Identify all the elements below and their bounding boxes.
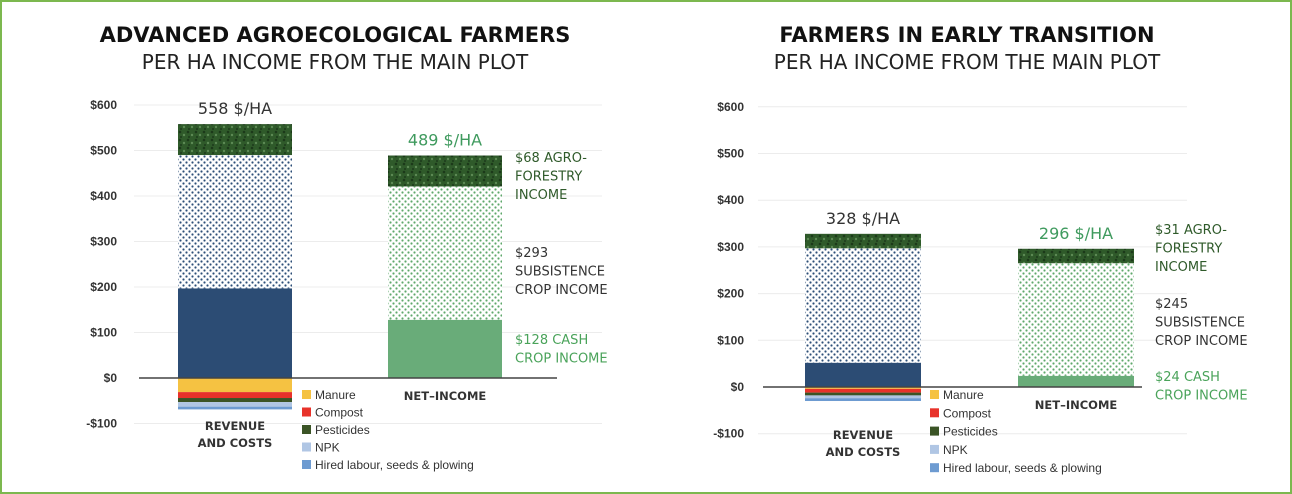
cost-pesticides-bar — [178, 398, 292, 403]
x-label-revenue: AND COSTS — [826, 445, 901, 459]
annotation-cash: CROP INCOME — [515, 352, 608, 367]
annotation-cash: $128 CASH — [515, 333, 588, 348]
chart-subtitle: PER HA INCOME FROM THE MAIN PLOT — [142, 50, 529, 74]
y-tick-label: $300 — [717, 240, 744, 254]
cost-compost-bar — [178, 392, 292, 399]
x-label-net: NET–INCOME — [404, 389, 487, 403]
annotation-subs: SUBSISTENCE — [1155, 316, 1245, 331]
net-total-label: 489 $/HA — [408, 131, 482, 150]
chart-subtitle: PER HA INCOME FROM THE MAIN PLOT — [774, 50, 1161, 74]
legend-label: Compost — [315, 406, 364, 420]
legend-label: Hired labour, seeds & plowing — [315, 458, 474, 472]
x-label-revenue: REVENUE — [205, 419, 265, 433]
net-total-label: 296 $/HA — [1039, 224, 1113, 243]
rev-subsistence-bar — [178, 155, 292, 289]
legend-label: Pesticides — [943, 425, 998, 439]
rev-subsistence-bar — [805, 248, 921, 363]
rev-cash-bar — [805, 362, 921, 387]
annotation-subs: CROP INCOME — [515, 283, 608, 298]
legend-swatch-manure — [930, 390, 939, 399]
annotation-agro: INCOME — [1155, 260, 1207, 275]
revenue-total-label: 328 $/HA — [826, 209, 900, 228]
net-cash-bar — [1018, 375, 1134, 387]
cost-compost-bar — [805, 388, 921, 393]
legend-swatch-hired — [930, 463, 939, 473]
cost-hired-bar — [178, 406, 292, 410]
y-tick-label: $100 — [90, 326, 117, 340]
legend-swatch-npk — [930, 444, 939, 454]
annotation-cash: CROP INCOME — [1155, 389, 1248, 404]
legend-swatch-pesticides — [302, 425, 311, 434]
y-tick-label: $0 — [104, 371, 118, 385]
chart-title: ADVANCED AGROECOLOGICAL FARMERS — [100, 23, 571, 47]
legend-swatch-hired — [302, 460, 311, 469]
legend-swatch-pesticides — [930, 426, 939, 436]
y-tick-label: $600 — [717, 100, 744, 114]
annotation-agro: $68 AGRO- — [515, 151, 587, 166]
legend-label: Manure — [315, 388, 356, 402]
legend-swatch-npk — [302, 442, 311, 452]
legend-label: NPK — [943, 443, 968, 457]
legend-label: Manure — [943, 388, 984, 402]
cost-npk-bar — [805, 395, 921, 399]
annotation-agro: INCOME — [515, 188, 567, 203]
x-label-revenue: REVENUE — [833, 428, 893, 442]
annotation-subs: $245 — [1155, 297, 1188, 312]
y-tick-label: $500 — [717, 147, 744, 161]
y-tick-label: $300 — [90, 235, 117, 249]
net-agroforestry-bar — [388, 155, 502, 187]
y-tick-label: -$100 — [713, 427, 744, 441]
x-label-net: NET–INCOME — [1035, 398, 1118, 412]
net-cash-bar — [388, 319, 502, 378]
cost-manure-bar — [178, 378, 292, 393]
legend-label: Hired labour, seeds & plowing — [943, 461, 1102, 475]
annotation-subs: CROP INCOME — [1155, 334, 1248, 349]
annotation-agro: FORESTRY — [515, 170, 582, 185]
x-label-revenue: AND COSTS — [198, 436, 273, 450]
legend-label: Pesticides — [315, 423, 370, 437]
legend-swatch-manure — [302, 390, 311, 399]
annotation-cash: $24 CASH — [1155, 370, 1220, 385]
rev-agroforestry-bar — [805, 233, 921, 249]
y-tick-label: $500 — [90, 144, 117, 158]
rev-agroforestry-bar — [178, 124, 292, 156]
rev-cash-bar — [178, 288, 292, 378]
y-tick-label: $0 — [731, 380, 745, 394]
y-tick-label: $200 — [717, 287, 744, 301]
legend-swatch-compost — [302, 407, 311, 417]
y-tick-label: $400 — [717, 193, 744, 207]
y-tick-label: -$100 — [86, 417, 117, 431]
y-tick-label: $400 — [90, 189, 117, 203]
revenue-total-label: 558 $/HA — [198, 99, 272, 118]
annotation-subs: SUBSISTENCE — [515, 265, 605, 280]
net-subsistence-bar — [1018, 263, 1134, 376]
net-agroforestry-bar — [1018, 248, 1134, 264]
y-tick-label: $600 — [90, 98, 117, 112]
net-subsistence-bar — [388, 186, 502, 320]
chart-title: FARMERS IN EARLY TRANSITION — [779, 23, 1154, 47]
annotation-agro: FORESTRY — [1155, 242, 1222, 257]
cost-hired-bar — [805, 398, 921, 402]
annotation-subs: $293 — [515, 246, 548, 261]
legend-label: Compost — [943, 406, 992, 420]
cost-manure-bar — [805, 387, 921, 389]
y-tick-label: $200 — [90, 280, 117, 294]
cost-pesticides-bar — [805, 392, 921, 396]
annotation-agro: $31 AGRO- — [1155, 223, 1227, 238]
cost-npk-bar — [178, 402, 292, 407]
legend-swatch-compost — [930, 408, 939, 418]
legend-label: NPK — [315, 441, 340, 455]
y-tick-label: $100 — [717, 333, 744, 347]
